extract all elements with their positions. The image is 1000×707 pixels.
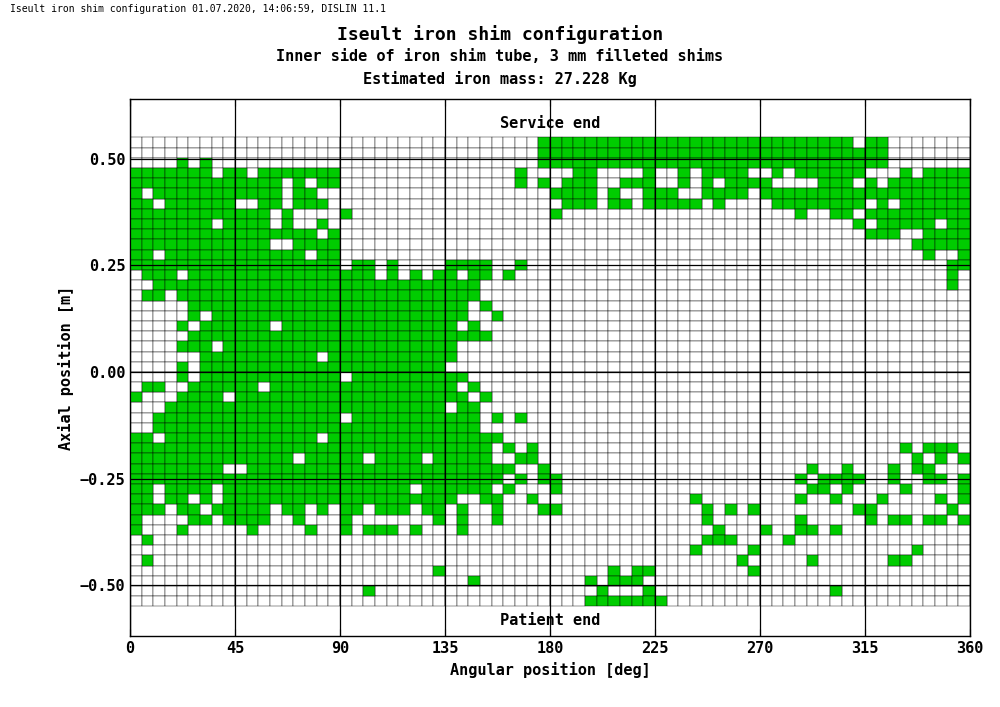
Y-axis label: Axial position [m]: Axial position [m] bbox=[58, 286, 74, 450]
Text: Iseult iron shim configuration 01.07.2020, 14:06:59, DISLIN 11.1: Iseult iron shim configuration 01.07.202… bbox=[10, 4, 386, 13]
Text: Service end: Service end bbox=[500, 116, 600, 131]
Text: Patient end: Patient end bbox=[500, 613, 600, 628]
Text: Estimated iron mass: 27.228 Kg: Estimated iron mass: 27.228 Kg bbox=[363, 71, 637, 87]
X-axis label: Angular position [deg]: Angular position [deg] bbox=[450, 662, 650, 678]
Text: Inner side of iron shim tube, 3 mm filleted shims: Inner side of iron shim tube, 3 mm fille… bbox=[276, 49, 724, 64]
Text: Iseult iron shim configuration: Iseult iron shim configuration bbox=[337, 25, 663, 44]
